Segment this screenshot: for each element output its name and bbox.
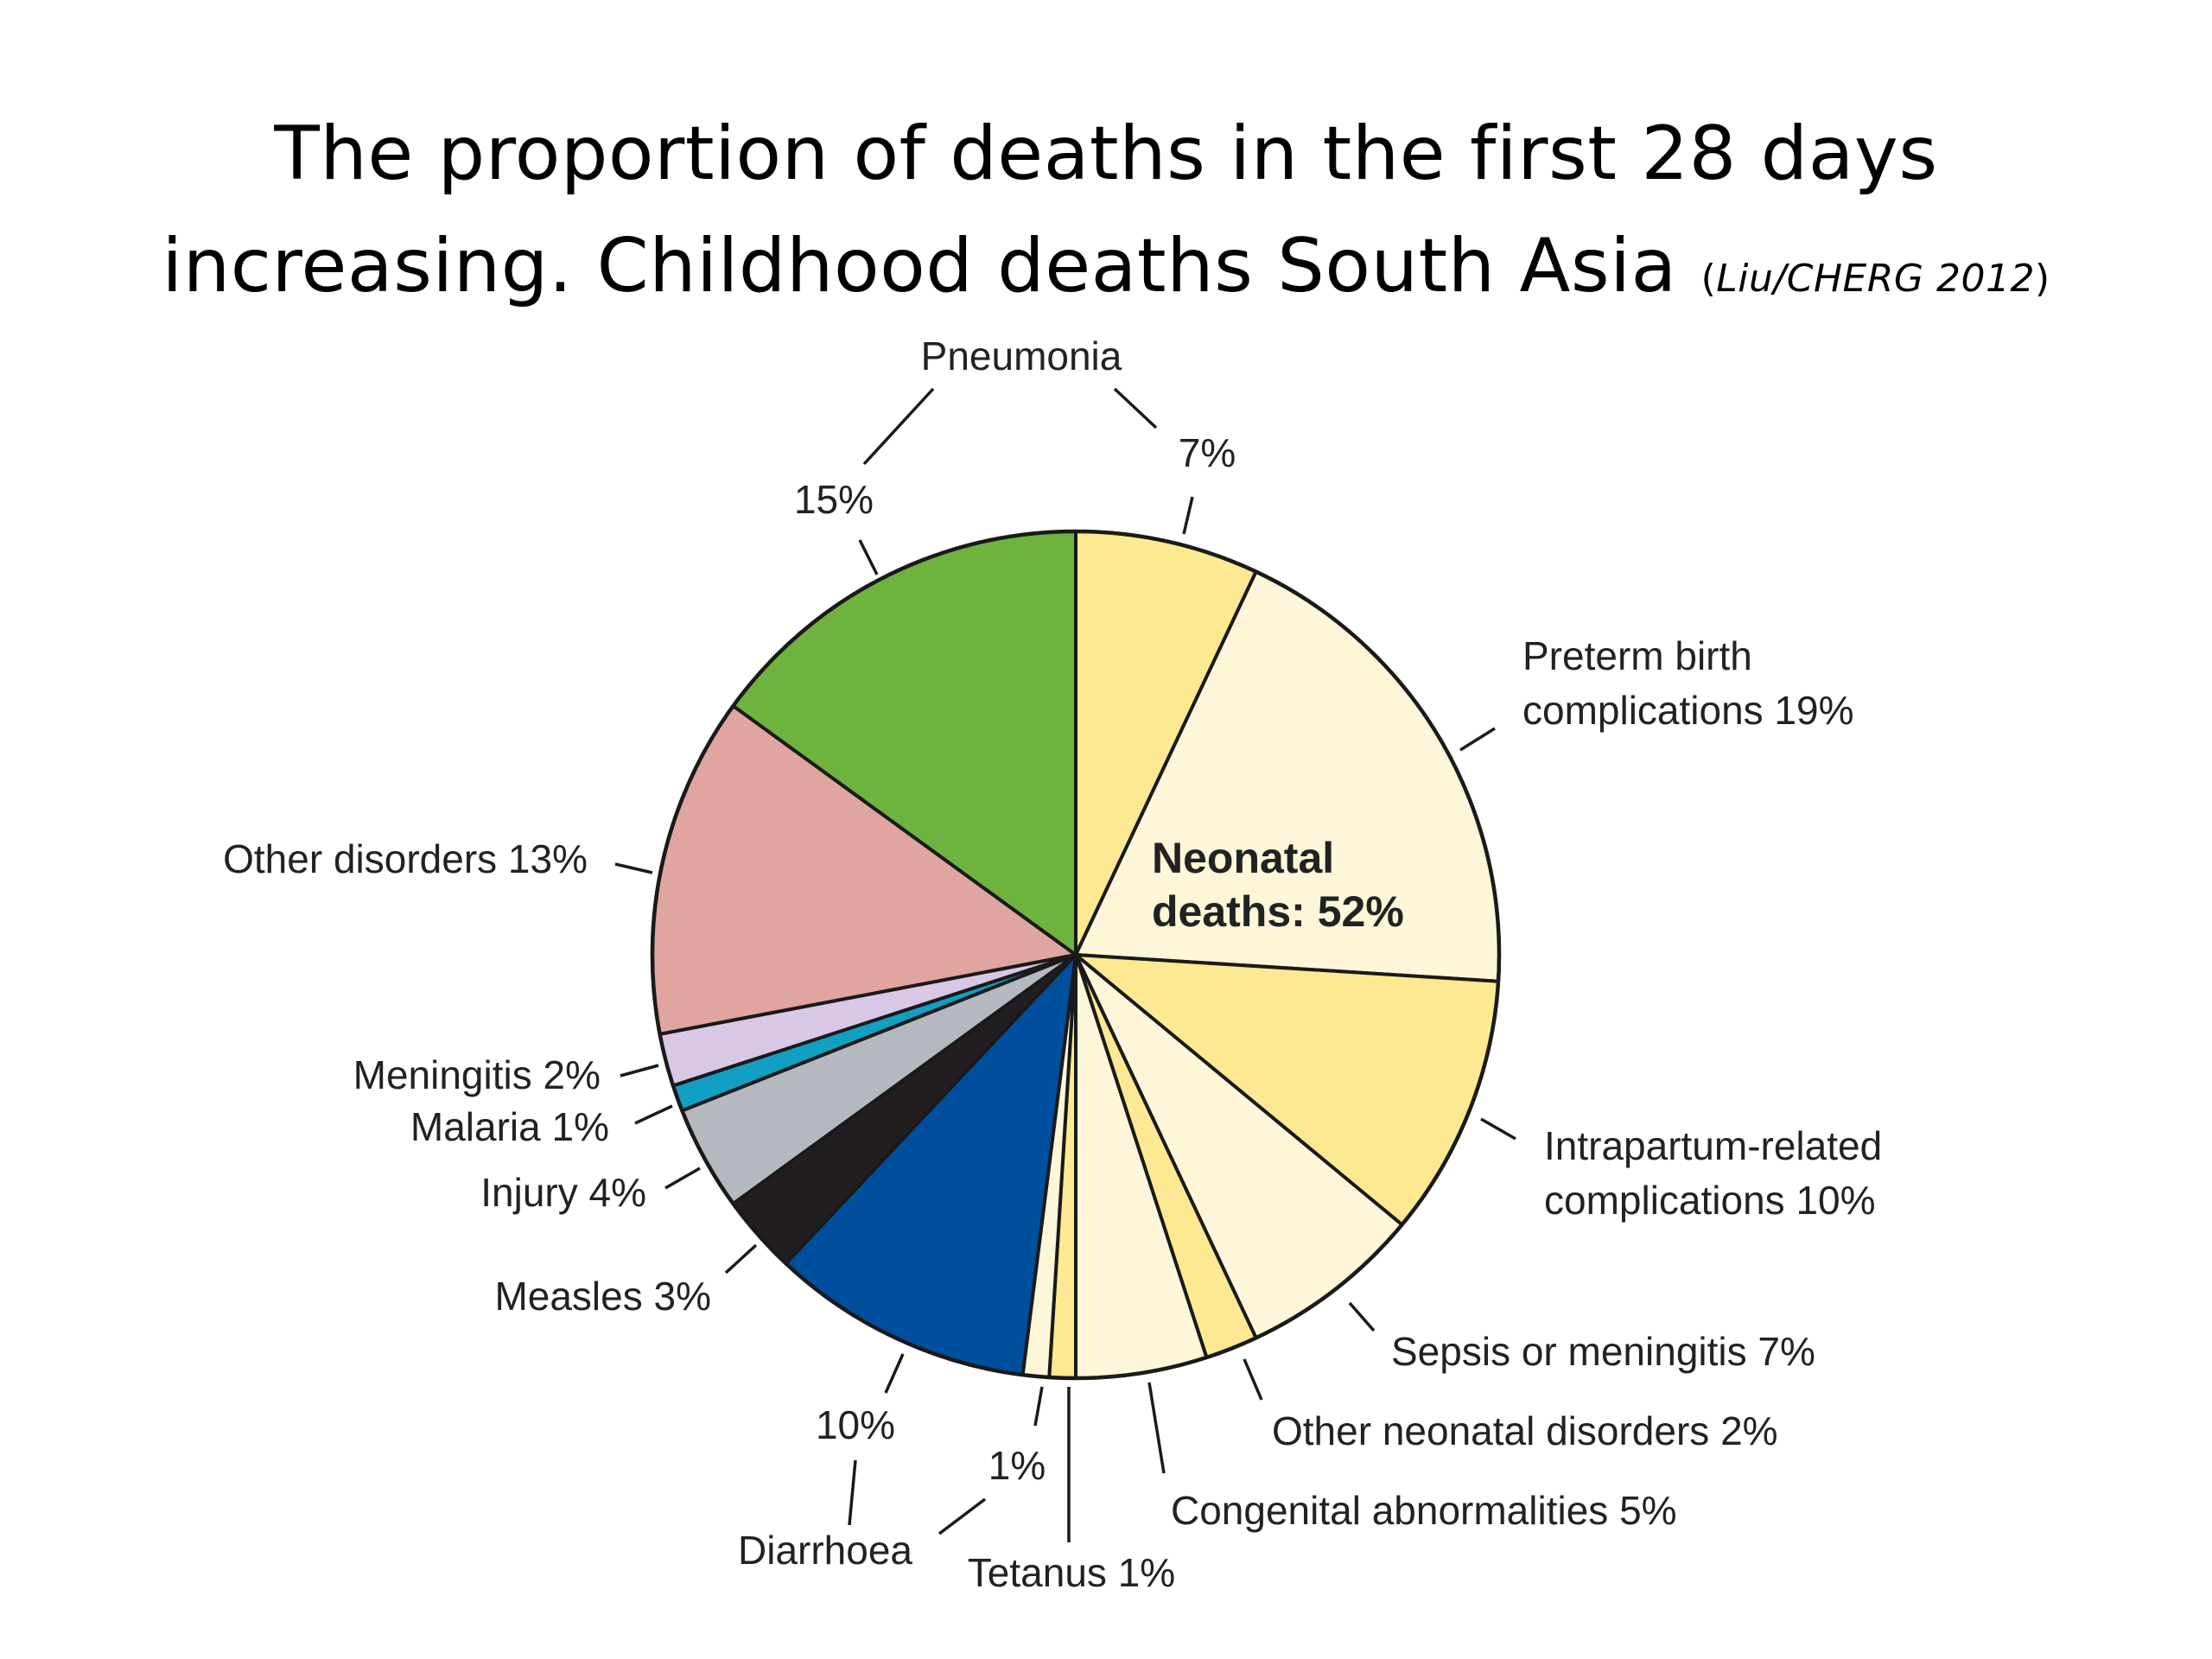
label-malaria: Malaria 1% bbox=[410, 1104, 609, 1149]
label-sepsis: Sepsis or meningitis 7% bbox=[1391, 1329, 1815, 1374]
label-measles: Measles 3% bbox=[494, 1274, 711, 1319]
center-label-line-2: deaths: 52% bbox=[1152, 887, 1404, 936]
leader-lines bbox=[614, 387, 1516, 1542]
slide-title-line-2: increasing. Childhood deaths South Asia … bbox=[0, 223, 2212, 309]
leader-measles bbox=[724, 1243, 758, 1274]
leader-sepsis bbox=[1348, 1301, 1376, 1332]
label-diarrhoea-neo-pct: 1% bbox=[988, 1443, 1046, 1488]
label-pneumonia-post-pct: 15% bbox=[794, 477, 874, 522]
label-other-neonatal: Other neonatal disorders 2% bbox=[1272, 1408, 1778, 1453]
leader-pneumonia-post-lower bbox=[858, 539, 879, 575]
label-intrapartum-line-2: complications 10% bbox=[1544, 1178, 1876, 1223]
leader-diarrhoea-neo-upper bbox=[1033, 1386, 1044, 1427]
slide-title-line-1: The proportion of deaths in the first 28… bbox=[274, 111, 1938, 197]
leader-intrapartum bbox=[1480, 1117, 1516, 1141]
label-congenital: Congenital abnormalities 5% bbox=[1171, 1488, 1677, 1533]
pie-slices bbox=[650, 529, 1502, 1381]
label-tetanus: Tetanus 1% bbox=[968, 1550, 1175, 1595]
label-pneumonia-name: Pneumonia bbox=[921, 334, 1122, 378]
leader-pneumonia-neo-lower bbox=[1182, 496, 1194, 535]
pie-outline bbox=[650, 529, 1502, 1381]
leader-meningitis bbox=[620, 1064, 659, 1077]
leader-preterm bbox=[1459, 727, 1496, 752]
leader-other-neonatal bbox=[1243, 1358, 1263, 1401]
leader-diarrhoea-neo-lower bbox=[938, 1497, 987, 1535]
leader-malaria bbox=[634, 1104, 673, 1125]
leader-injury bbox=[664, 1166, 701, 1190]
citation-close: ) bbox=[2034, 257, 2050, 301]
label-diarrhoea-name: Diarrhoea bbox=[738, 1528, 912, 1573]
leader-diarrhoea-post-lower bbox=[848, 1459, 857, 1526]
label-diarrhoea-post-pct: 10% bbox=[816, 1402, 895, 1447]
citation: (Liu/CHERG 2012) bbox=[1701, 257, 2050, 301]
leader-pneumonia-neo-upper bbox=[1113, 387, 1158, 429]
label-preterm-line-1: Preterm birth bbox=[1522, 633, 1752, 678]
chart-labels: Pneumonia 15% 7% Preterm birth complicat… bbox=[223, 334, 1882, 1595]
leader-pneumonia-post-upper bbox=[862, 387, 935, 466]
label-intrapartum-line-1: Intrapartum-related bbox=[1544, 1123, 1882, 1168]
center-label-line-1: Neonatal bbox=[1152, 834, 1334, 882]
citation-open: ( bbox=[1700, 257, 1717, 301]
leader-other-disorders bbox=[614, 862, 653, 874]
label-meningitis: Meningitis 2% bbox=[353, 1052, 601, 1097]
label-pneumonia-neo-pct: 7% bbox=[1179, 430, 1236, 475]
leader-diarrhoea-post-upper bbox=[884, 1353, 905, 1394]
leader-congenital bbox=[1147, 1382, 1166, 1474]
label-preterm-line-2: complications 19% bbox=[1522, 688, 1854, 733]
label-injury: Injury 4% bbox=[480, 1170, 646, 1215]
label-other-disorders: Other disorders 13% bbox=[223, 836, 588, 881]
citation-text: Liu/CHERG 2012 bbox=[1716, 257, 2035, 301]
slide-title-line-2-text: increasing. Childhood deaths South Asia bbox=[162, 223, 1677, 309]
